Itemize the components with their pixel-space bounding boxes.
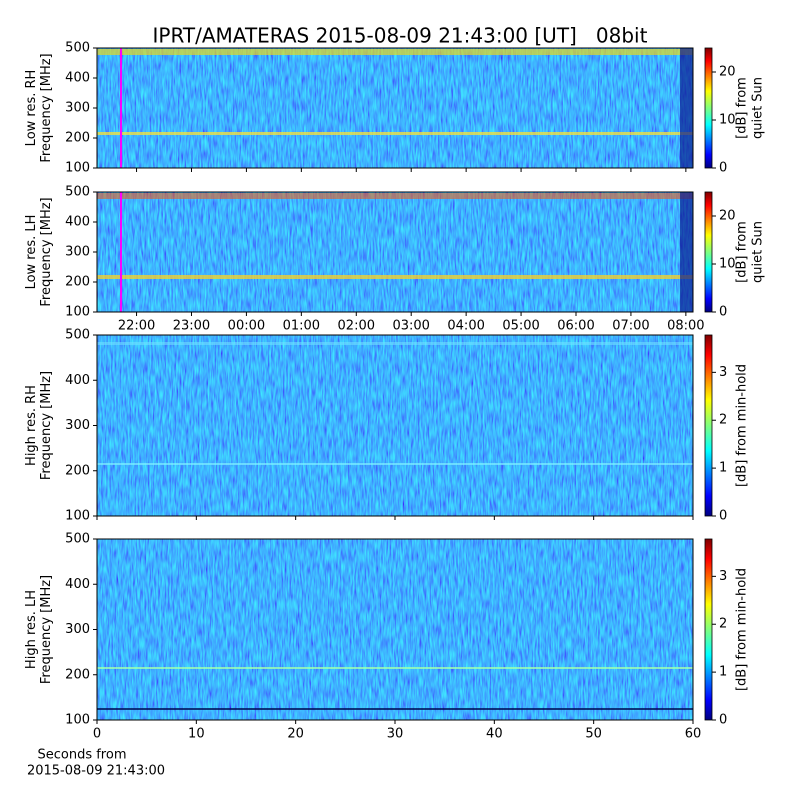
colorbar-label: [dB] from min-hold xyxy=(735,568,750,691)
x-tick-label: 23:00 xyxy=(173,319,210,334)
colorbar xyxy=(704,47,713,169)
colorbar-tick-label: 3 xyxy=(719,569,727,584)
y-tick-label: 100 xyxy=(65,713,90,728)
x-tick-label: 0 xyxy=(93,727,101,742)
x-tick-label: 50 xyxy=(585,727,602,742)
y-tick-label: 100 xyxy=(65,305,90,320)
colorbar-tick-label: 0 xyxy=(719,305,727,320)
y-tick-label: 100 xyxy=(65,509,90,524)
y-axis-label: Frequency [MHz] xyxy=(39,53,54,162)
spectrum-features xyxy=(97,48,693,710)
y-tick-label: 400 xyxy=(65,215,90,230)
colorbar-tick-label: 2 xyxy=(719,413,727,428)
x-tick-label: 08:00 xyxy=(667,319,704,334)
y-axis-label: High res. LH xyxy=(24,590,39,669)
y-tick-label: 400 xyxy=(65,71,90,86)
y-tick-label: 300 xyxy=(65,245,90,260)
y-axis-label: Frequency [MHz] xyxy=(39,197,54,306)
y-tick-label: 300 xyxy=(65,101,90,116)
y-axis-label: Frequency [MHz] xyxy=(39,575,54,684)
y-axis-label: Low res. RH xyxy=(24,70,39,147)
colorbar-label: quiet Sun xyxy=(751,221,766,283)
x-tick-label: 05:00 xyxy=(502,319,539,334)
colorbar-label: [dB] from xyxy=(735,77,750,139)
spectrogram xyxy=(97,192,693,312)
colorbar-label: [dB] from min-hold xyxy=(735,364,750,487)
colorbar-tick-label: 10 xyxy=(719,113,736,128)
x-tick-label: 10 xyxy=(188,727,205,742)
x-tick-label: 06:00 xyxy=(557,319,594,334)
colorbar-tick-label: 20 xyxy=(719,209,736,224)
y-tick-label: 500 xyxy=(65,532,90,547)
y-tick-label: 200 xyxy=(65,463,90,478)
spectrogram xyxy=(97,539,693,720)
colorbar-label: quiet Sun xyxy=(751,77,766,139)
x-tick-label: 01:00 xyxy=(283,319,320,334)
colorbar-tick-label: 2 xyxy=(719,617,727,632)
y-tick-label: 500 xyxy=(65,185,90,200)
colorbar xyxy=(704,191,713,313)
x-tick-label: 03:00 xyxy=(392,319,429,334)
x-axis-label: Seconds from xyxy=(37,748,126,763)
x-tick-label: 04:00 xyxy=(447,319,484,334)
colorbar-tick-label: 20 xyxy=(719,65,736,80)
colorbar-tick-label: 10 xyxy=(719,257,736,272)
y-axis-label: Frequency [MHz] xyxy=(39,371,54,480)
y-tick-label: 300 xyxy=(65,622,90,637)
y-tick-label: 200 xyxy=(65,667,90,682)
colorbar-tick-label: 3 xyxy=(719,365,727,380)
colorbar-tick-label: 0 xyxy=(719,509,727,524)
colorbar-tick-label: 1 xyxy=(719,461,727,476)
colorbar xyxy=(704,538,713,721)
y-tick-label: 400 xyxy=(65,577,90,592)
figure-title: IPRT/AMATERAS 2015-08-09 21:43:00 [UT] 0… xyxy=(153,24,648,48)
colorbar xyxy=(704,334,713,517)
x-tick-label: 40 xyxy=(486,727,503,742)
colorbar-label: [dB] from xyxy=(735,221,750,283)
y-axis-label: Low res. LH xyxy=(24,215,39,290)
y-axis-label: High res. RH xyxy=(24,385,39,466)
colorbar-tick-label: 1 xyxy=(719,665,727,680)
colorbar-tick-label: 0 xyxy=(719,161,727,176)
y-tick-label: 200 xyxy=(65,275,90,290)
y-tick-label: 500 xyxy=(65,41,90,56)
x-tick-label: 22:00 xyxy=(118,319,155,334)
x-tick-label: 20 xyxy=(287,727,304,742)
y-tick-label: 100 xyxy=(65,161,90,176)
x-tick-label: 07:00 xyxy=(612,319,649,334)
x-tick-label: 60 xyxy=(685,727,702,742)
y-tick-label: 400 xyxy=(65,373,90,388)
y-tick-label: 300 xyxy=(65,418,90,433)
y-tick-label: 500 xyxy=(65,328,90,343)
x-tick-label: 02:00 xyxy=(338,319,375,334)
x-tick-label: 00:00 xyxy=(228,319,265,334)
colorbar-tick-label: 0 xyxy=(719,713,727,728)
y-tick-label: 200 xyxy=(65,131,90,146)
spectrogram xyxy=(97,335,693,516)
x-tick-label: 30 xyxy=(387,727,404,742)
x-axis-label: 2015-08-09 21:43:00 xyxy=(27,764,165,779)
spectrogram xyxy=(97,48,693,168)
